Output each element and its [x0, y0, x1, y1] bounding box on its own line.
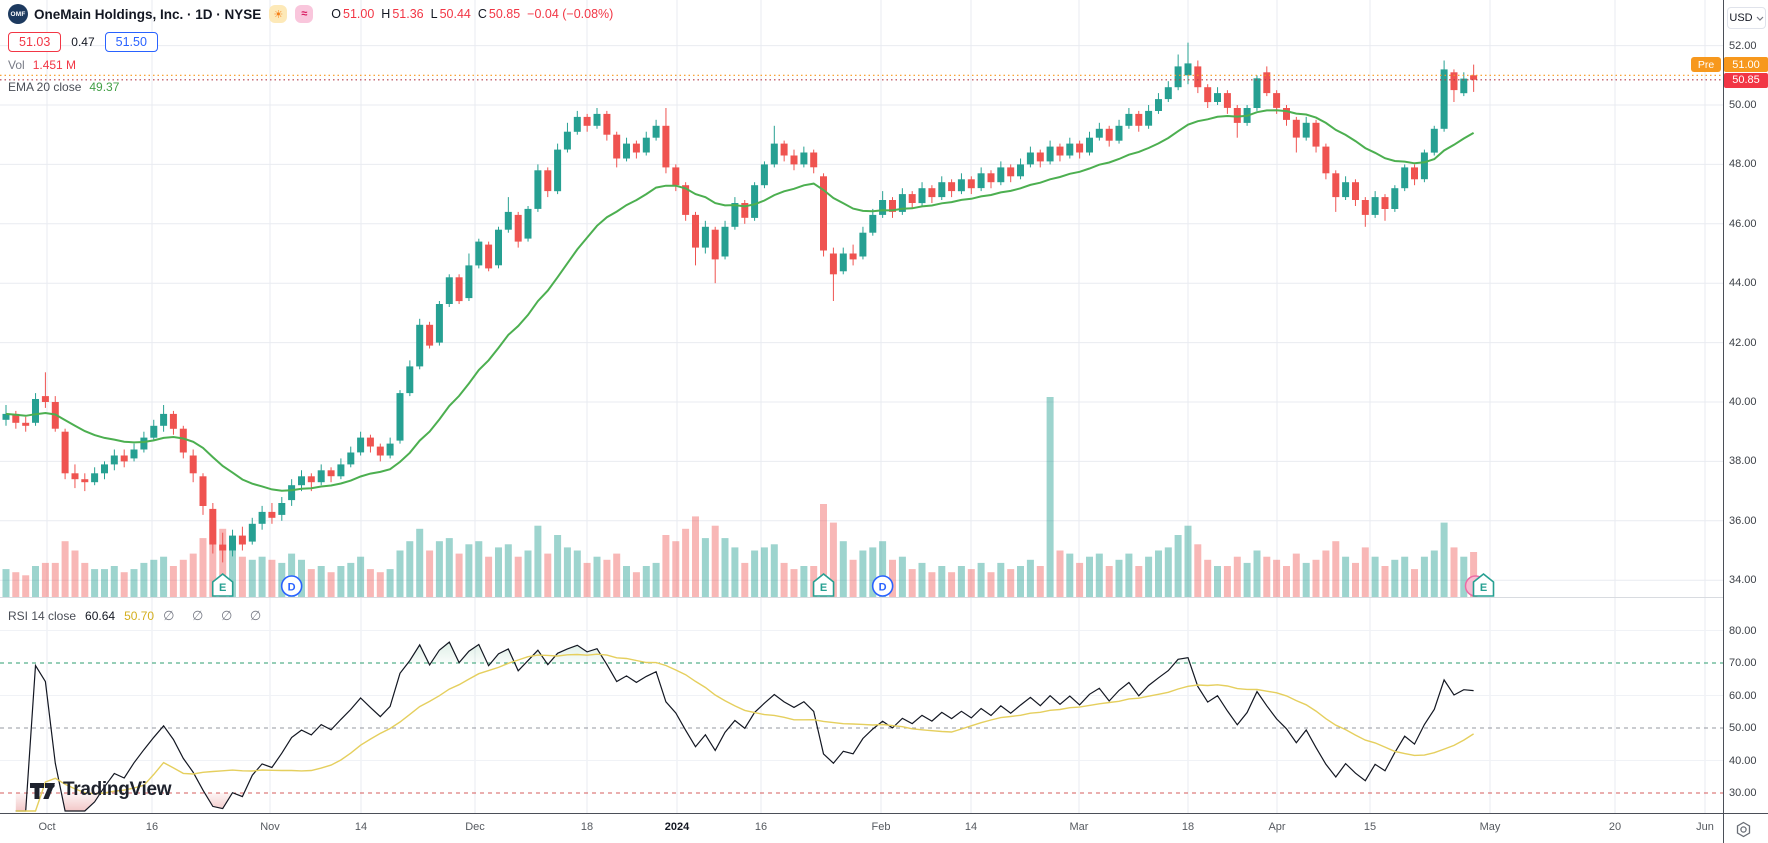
price-axis-label: 40.00	[1729, 396, 1757, 408]
ema-indicator-value: 49.37	[89, 80, 120, 94]
ema-indicator-label[interactable]: EMA 20 close	[8, 80, 82, 94]
close-label: C	[477, 7, 487, 21]
rsi-line	[15, 641, 1474, 812]
ohlc-readout: O 51.00 H 51.36 L 50.44 C 50.85 −0.04 (−0.08…	[331, 7, 613, 21]
price-axis-label: 34.00	[1729, 574, 1757, 586]
time-axis-label: 16	[754, 821, 768, 833]
rsi-ma-line	[15, 653, 1474, 812]
spread-value: 0.47	[71, 34, 95, 49]
candlesticks	[2, 42, 1478, 563]
high-label: H	[381, 7, 391, 21]
currency-dropdown[interactable]: USD	[1727, 7, 1766, 29]
rsi-ma-value: 50.70	[124, 609, 155, 623]
time-axis-label: Mar	[1069, 821, 1089, 833]
time-axis-label: 2024	[664, 821, 690, 833]
dividend-badge-icon	[871, 575, 894, 597]
price-axis-label: 52.00	[1729, 40, 1757, 52]
svg-text:D: D	[879, 582, 887, 594]
rsi-axis-label: 80.00	[1729, 625, 1757, 637]
tradingview-logo-icon	[30, 783, 55, 799]
price-axis-label: 46.00	[1729, 218, 1757, 230]
svg-text:D: D	[288, 582, 296, 594]
time-axis-label: 16	[145, 821, 159, 833]
change-value: −0.04 (−0.08%)	[527, 7, 614, 21]
watermark-text: TradingView	[63, 779, 172, 800]
volume-value: 1.451 M	[32, 58, 77, 72]
rsi-axis-label: 30.00	[1729, 787, 1757, 799]
currency-label: USD	[1729, 12, 1753, 24]
time-axis-label: 18	[580, 821, 594, 833]
price-axis-label: 36.00	[1729, 515, 1757, 527]
rsi-empty-values: ∅ ∅ ∅ ∅	[163, 608, 269, 623]
chevron-down-icon	[1756, 16, 1764, 21]
time-axis-label: Dec	[465, 821, 485, 833]
rsi-axis-label: 70.00	[1729, 657, 1757, 669]
premarket-badge: Pre	[1691, 57, 1721, 72]
premarket-price-badge: 51.00	[1724, 57, 1768, 72]
time-axis-label: 15	[1363, 821, 1377, 833]
time-axis-border	[0, 813, 1768, 814]
dividend-badge-icon	[280, 575, 303, 597]
time-axis-label: Apr	[1268, 821, 1286, 833]
symbol-title[interactable]: OneMain Holdings, Inc. · 1D · NYSE	[34, 6, 262, 22]
open-value: 51.00	[343, 7, 375, 21]
low-label: L	[430, 7, 438, 21]
price-axis[interactable]: USD 51.00 50.85 52.00 50.00 48.00 46.00 44.0…	[1724, 0, 1768, 813]
time-axis-label: 20	[1608, 821, 1622, 833]
price-axis-label: 50.00	[1729, 99, 1757, 111]
rsi-oversold-fill	[15, 793, 245, 811]
tradingview-watermark[interactable]: TradingView	[30, 778, 172, 802]
svg-text:E: E	[219, 582, 226, 594]
buy-button[interactable]: 51.50	[104, 31, 158, 52]
price-axis-label: 48.00	[1729, 158, 1757, 170]
premarket-sun-icon: ☀	[269, 5, 288, 23]
time-axis-label: May	[1479, 821, 1501, 833]
symbol-legend: OMF OneMain Holdings, Inc. · 1D · NYSE ☀…	[8, 4, 613, 94]
rsi-axis-label: 40.00	[1729, 755, 1757, 767]
time-axis[interactable]: Oct 16 Nov 14 Dec 18 2024 16 Feb 14 Mar 18 Apr 15 May 2…	[0, 814, 1768, 843]
sell-button[interactable]: 51.03	[8, 31, 62, 52]
time-axis-label: 14	[964, 821, 978, 833]
high-value: 51.36	[392, 7, 424, 21]
time-axis-label: Nov	[260, 821, 280, 833]
svg-text:E: E	[820, 582, 827, 594]
earnings-badge-icon	[1472, 572, 1495, 597]
rsi-indicator-legend: RSI 14 close 60.64 50.70 ∅ ∅ ∅ ∅	[8, 608, 268, 624]
symbol-logo: OMF	[8, 4, 28, 24]
last-price-badge: 50.85	[1724, 72, 1768, 88]
price-axis-label: 38.00	[1729, 455, 1757, 467]
rsi-axis-label: 60.00	[1729, 690, 1757, 702]
rsi-axis-label: 50.00	[1729, 722, 1757, 734]
low-value: 50.44	[439, 7, 471, 21]
time-axis-label: 14	[354, 821, 368, 833]
rsi-value: 60.64	[85, 609, 116, 623]
svg-text:E: E	[1480, 582, 1487, 594]
similar-symbols-icon: ≈	[295, 5, 314, 23]
volume-label[interactable]: Vol	[8, 58, 25, 72]
time-axis-label: Jun	[1696, 821, 1714, 833]
open-label: O	[331, 7, 342, 21]
ema20-line	[5, 109, 1475, 492]
time-axis-settings-gear-icon[interactable]	[1732, 818, 1754, 840]
price-axis-label: 42.00	[1729, 337, 1757, 349]
time-axis-label: Feb	[871, 821, 891, 833]
close-value: 50.85	[488, 7, 521, 21]
volume-bars	[2, 397, 1478, 597]
price-axis-label: 44.00	[1729, 277, 1757, 289]
pane-separator[interactable]	[0, 597, 1724, 598]
price-axis-border	[1723, 0, 1724, 843]
rsi-indicator-label[interactable]: RSI 14 close	[8, 609, 77, 623]
earnings-badge-icon	[812, 572, 835, 597]
time-axis-label: 18	[1181, 821, 1195, 833]
earnings-badge-icon	[211, 572, 234, 597]
time-axis-label: Oct	[38, 821, 56, 833]
